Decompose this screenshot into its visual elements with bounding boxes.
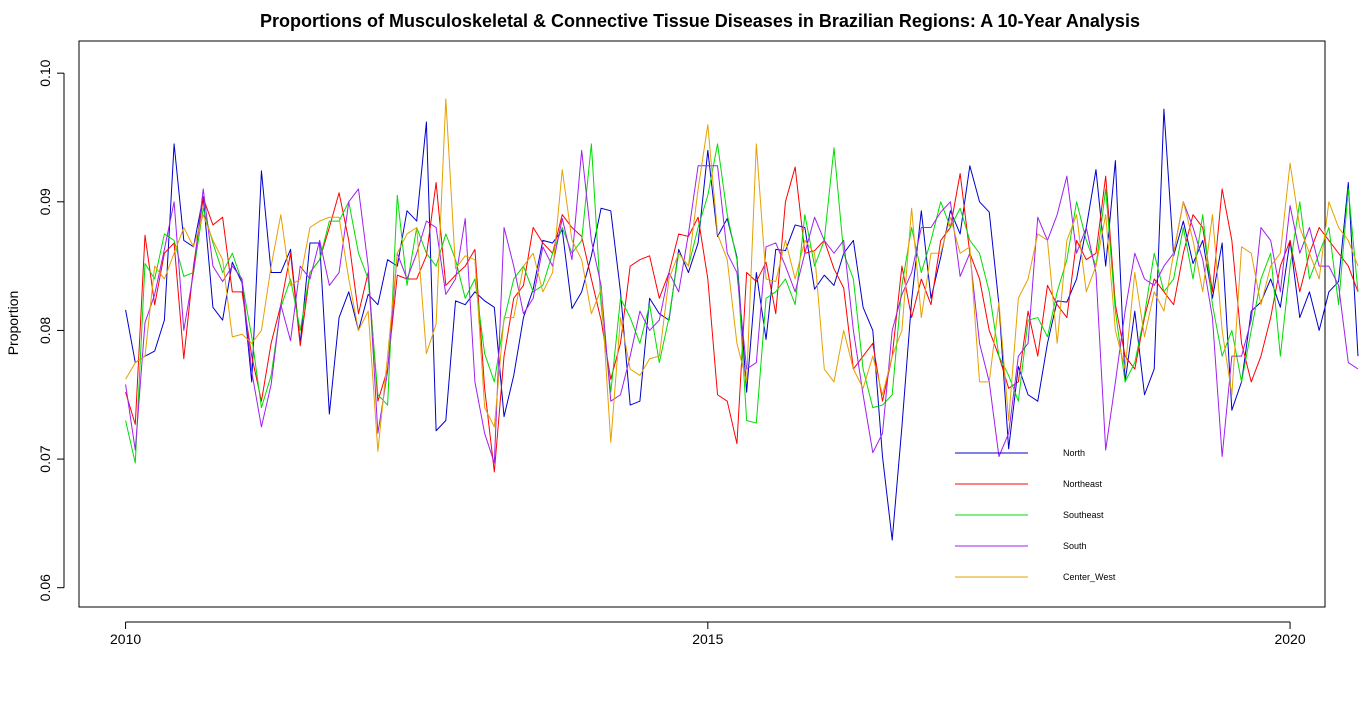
plot-area: [125, 98, 1359, 541]
plot-frame: [78, 40, 1326, 608]
series-line-northeast: [125, 166, 1359, 473]
y-tick-label: 0.09: [37, 188, 53, 215]
y-tick-label: 0.08: [37, 317, 53, 344]
x-tick-label: 2015: [692, 631, 723, 647]
y-axis-label: Proportion: [5, 291, 21, 356]
legend-label: South: [1063, 541, 1087, 551]
y-tick-label: 0.10: [37, 59, 53, 86]
legend: North Northeast Southeast South Center_West: [955, 448, 1116, 582]
chart-title: Proportions of Musculoskeletal & Connect…: [260, 11, 1140, 31]
legend-label: North: [1063, 448, 1085, 458]
legend-label: Southeast: [1063, 510, 1104, 520]
y-tick-label: 0.07: [37, 445, 53, 472]
y-tick-label: 0.06: [37, 574, 53, 601]
y-axis: 0.06 0.07 0.08 0.09 0.10: [37, 59, 65, 601]
series-line-center-west: [125, 98, 1359, 452]
series-line-southeast: [125, 143, 1359, 464]
legend-label: Center_West: [1063, 572, 1116, 582]
x-tick-label: 2020: [1274, 631, 1305, 647]
series-line-south: [125, 149, 1359, 464]
x-tick-label: 2010: [110, 631, 141, 647]
legend-label: Northeast: [1063, 479, 1103, 489]
x-axis: 2010 2015 2020: [110, 621, 1306, 647]
